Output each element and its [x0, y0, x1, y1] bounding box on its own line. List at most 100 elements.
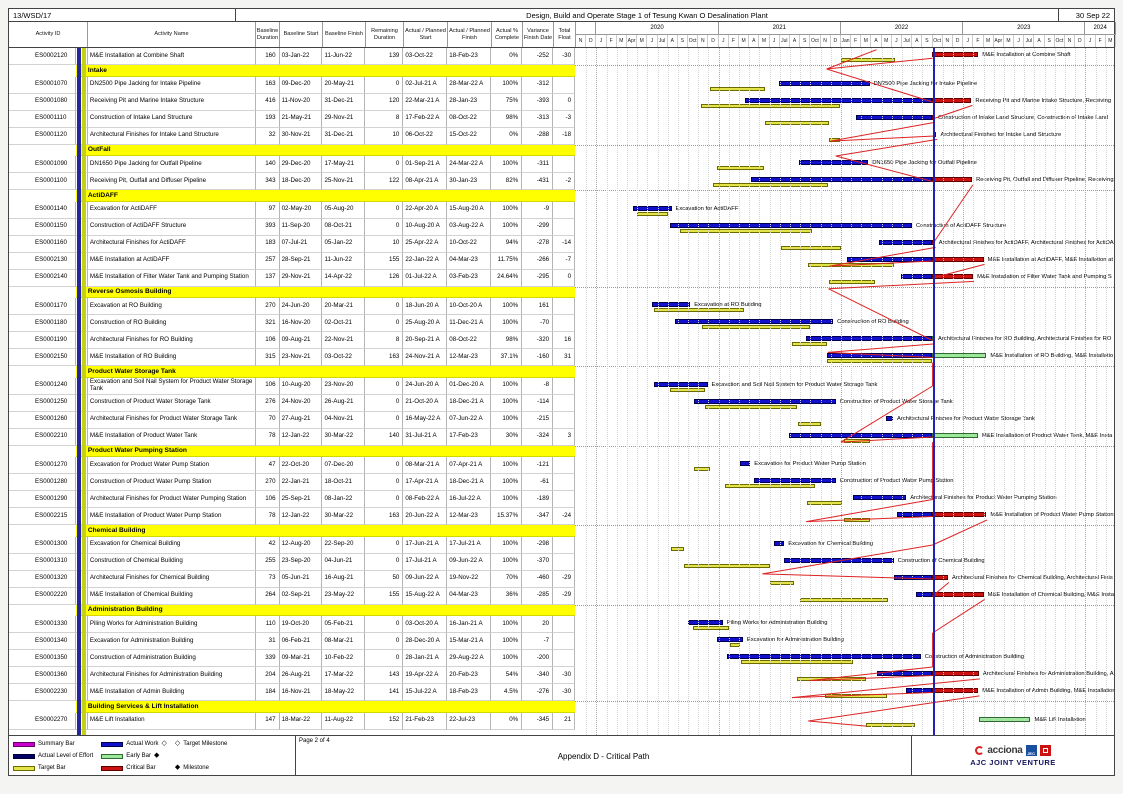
baseline-start: 12-Jan-22: [279, 428, 323, 446]
total-float: -30: [553, 667, 576, 684]
section-spacer: [9, 287, 76, 299]
footer-logos: acciona JEC AJC Joint Venture: [912, 736, 1114, 776]
legend-swatch-loe-icon: [13, 753, 35, 759]
section-header: Building Services & Lift Installation: [75, 701, 575, 713]
legend-label: Early Bar: [126, 753, 151, 759]
gantt-bar-label: DN1650 Pipe Jacking for Outfall Pipeline: [872, 160, 977, 166]
actual-planned-finish: 30-Jan-23: [447, 173, 492, 190]
baseline-duration: 339: [255, 650, 280, 667]
baseline-duration: 183: [255, 235, 280, 253]
month-label: J: [892, 35, 902, 47]
actual-pct-complete: 98%: [491, 332, 523, 349]
target-bar: [807, 501, 843, 505]
baseline-finish: 03-Oct-22: [322, 349, 366, 366]
baseline-finish: 08-Oct-21: [322, 218, 366, 236]
actual-planned-start: 22-Apr-20 A: [403, 201, 448, 219]
variance-finish-date: -295: [522, 269, 554, 287]
target-bar: [797, 677, 866, 681]
row-band: [75, 394, 88, 412]
actual-planned-finish: 22-Jul-23: [447, 712, 492, 730]
target-bar: [724, 484, 816, 488]
actual-planned-finish: 03-Aug-22 A: [447, 218, 492, 236]
gantt-row: M&E Installation at ActiDAFF, M&E Instal…: [575, 253, 1114, 270]
baseline-start: 06-Feb-21: [279, 633, 323, 650]
actual-planned-finish: 03-Feb-23: [447, 269, 492, 287]
target-bar: [797, 421, 821, 426]
total-float: 0: [553, 269, 576, 287]
table-row: ES0001260 Architectural Finishes for Prod…: [9, 411, 1114, 429]
variance-finish-date: -278: [522, 235, 554, 253]
gantt-bar-label: M&E Installation of Chemical Building, M…: [987, 591, 1114, 598]
legend-label: Milestone: [183, 765, 209, 771]
section-header: Administration Building: [75, 604, 575, 616]
variance-finish-date: -320: [522, 332, 554, 349]
actual-planned-start: 17-Jul-21 A: [403, 553, 448, 571]
month-label: N: [576, 35, 587, 47]
table-row: ES0002120 M&E Installation at Combine Sha…: [9, 48, 1114, 65]
actual-pct-complete: 75%: [491, 93, 523, 111]
year-label: 2023: [963, 22, 1086, 34]
baseline-start: 02-Sep-21: [279, 587, 323, 605]
gantt-section-row: [574, 65, 1114, 77]
gantt-row: Piling Works for Administration Building: [575, 616, 1114, 633]
baseline-finish: 05-Feb-21: [322, 616, 366, 633]
activity-name: Receiving Pit and Marine Intake Structur…: [87, 93, 256, 111]
actual-planned-start: 06-Oct-22: [403, 127, 448, 145]
remaining-duration: 155: [365, 587, 404, 605]
target-bar: [684, 563, 770, 568]
target-bar: [716, 166, 764, 170]
gantt-bar-label: Construction of RO Building: [837, 319, 909, 325]
actual-pct-complete: 100%: [491, 156, 523, 173]
activity-id: ES0002220: [9, 587, 76, 605]
column-header-pct: Actual % Complete: [492, 22, 523, 47]
month-label: M: [617, 35, 627, 47]
activity-name: Construction of Product Water Storage Ta…: [87, 394, 256, 412]
remaining-duration: 120: [365, 93, 404, 111]
row-band: [75, 667, 88, 684]
baseline-duration: 137: [255, 269, 280, 287]
section-spacer: [9, 701, 76, 713]
wbs-strip-green: [82, 48, 86, 735]
month-label: J: [596, 35, 607, 47]
actual-planned-start: 17-Jun-21 A: [403, 536, 448, 554]
actual-work-bar: [827, 353, 932, 358]
gantt-bar-label: Architectural Finishes for RO Building, …: [938, 336, 1112, 342]
actual-planned-finish: 28-Mar-22 A: [447, 76, 492, 94]
activity-name: M&E Lift Installation: [87, 712, 256, 730]
total-float: [553, 650, 576, 667]
actual-planned-finish: 11-Dec-21 A: [447, 315, 492, 332]
baseline-start: 21-May-21: [279, 110, 323, 128]
activity-id: ES0001100: [9, 173, 76, 190]
section-spacer: [9, 446, 76, 458]
month-label: N: [821, 35, 831, 47]
baseline-start: 25-Sep-21: [279, 491, 323, 508]
activity-id: ES0002150: [9, 349, 76, 366]
remaining-duration: 140: [365, 428, 404, 446]
remaining-duration: 139: [365, 48, 404, 65]
actual-work-bar: [876, 671, 932, 676]
variance-finish-date: -313: [522, 110, 554, 128]
gantt-row: Excavation for Product Water Pump Statio…: [575, 457, 1114, 474]
column-header-var: Variance Finish Date: [523, 22, 554, 47]
remaining-duration: 0: [365, 315, 404, 332]
month-label: M: [637, 35, 648, 47]
row-band: [75, 201, 88, 219]
activity-id: ES0001300: [9, 536, 76, 554]
actual-planned-start: 03-Oct-22: [403, 48, 448, 65]
activity-name: Excavation for Chemical Building: [87, 536, 256, 554]
timeline-header: 2020 2021 2022 2023 2024 N D J F M Apr M J Jul A S Oct N…: [576, 22, 1116, 47]
row-band: [75, 633, 88, 650]
target-bar: [705, 404, 798, 409]
logo-row: acciona JEC: [975, 745, 1051, 756]
actual-pct-complete: 100%: [491, 457, 523, 474]
gantt-bar-label: Receiving Pit and Marine Intake Structur…: [975, 97, 1112, 104]
gantt-bar-label: Excavation for ActiDAFF: [675, 205, 739, 212]
project-title: Design, Build and Operate Stage 1 of Tes…: [236, 9, 1059, 21]
actual-planned-start: 20-Jun-22 A: [403, 508, 448, 525]
target-bar: [829, 137, 840, 142]
column-header-rd: Remaining Duration: [366, 22, 404, 47]
month-label: F: [729, 35, 739, 47]
actual-planned-finish: 17-Feb-23: [447, 428, 492, 446]
row-band: [75, 76, 88, 94]
early-bar: [931, 353, 987, 358]
